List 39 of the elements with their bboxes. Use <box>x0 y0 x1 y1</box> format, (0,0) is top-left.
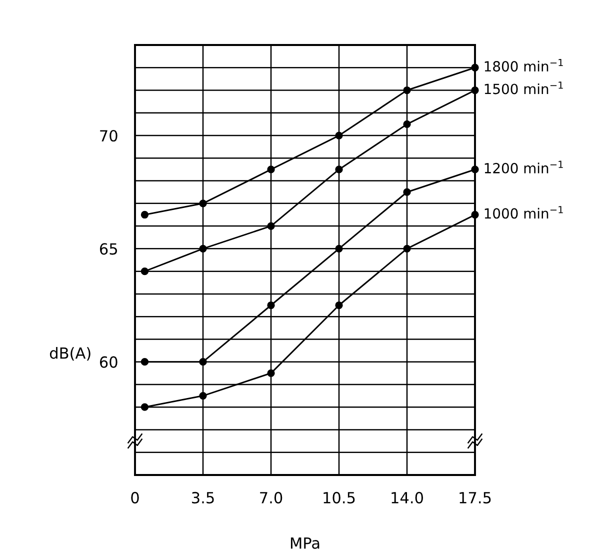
series-label: 1000 min$^{−1}$ <box>484 206 563 219</box>
point <box>140 210 149 219</box>
x-tick-label: 3.5 <box>192 492 214 504</box>
point <box>335 301 343 310</box>
point <box>199 200 207 208</box>
point <box>471 86 479 94</box>
point <box>471 64 479 72</box>
point <box>140 403 149 411</box>
y-axis-title: dB(A) <box>50 347 90 361</box>
point <box>267 369 275 377</box>
x-tick-label: 14.0 <box>392 492 423 504</box>
x-axis-title: MPa <box>290 537 320 549</box>
point <box>267 301 275 310</box>
point <box>471 210 479 219</box>
y-tick-label: 60 <box>100 356 118 368</box>
x-tick-label: 10.5 <box>324 492 355 504</box>
point <box>335 166 343 174</box>
point <box>199 358 207 366</box>
point <box>140 267 149 276</box>
x-tick-label: 0 <box>131 492 139 504</box>
series-label: 1200 min$^{−1}$ <box>484 160 563 174</box>
x-tick-label: 17.5 <box>460 492 491 504</box>
point <box>199 244 207 253</box>
point <box>471 166 479 174</box>
point <box>267 222 275 230</box>
y-tick-label: 65 <box>100 243 117 255</box>
point <box>199 392 207 400</box>
x-tick-label: 7.0 <box>260 492 282 504</box>
point <box>140 358 149 366</box>
point <box>403 86 411 94</box>
series-label: 1500 min$^{−1}$ <box>484 82 563 94</box>
series-label: 1800 min$^{−1}$ <box>484 58 563 72</box>
point <box>267 166 275 174</box>
point <box>335 132 343 140</box>
y-tick-label: 70 <box>100 130 118 142</box>
point <box>403 244 411 253</box>
point <box>403 120 411 128</box>
point <box>335 244 343 253</box>
point <box>403 188 411 196</box>
